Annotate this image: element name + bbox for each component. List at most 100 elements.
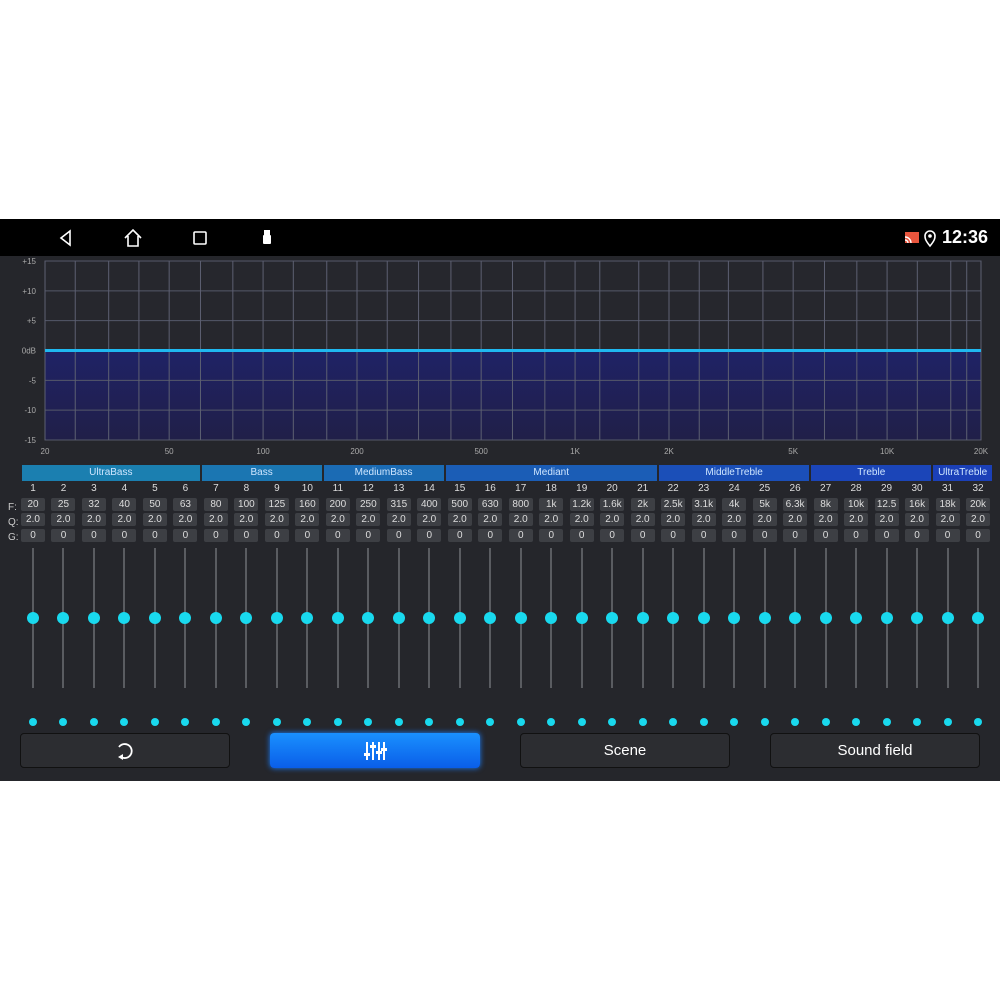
sound-field-button[interactable]: Sound field	[770, 733, 980, 768]
q-value[interactable]: 2.0	[630, 513, 655, 526]
q-value[interactable]: 2.0	[691, 513, 716, 526]
equalizer-button[interactable]	[270, 733, 480, 768]
gain-slider-thumb[interactable]	[758, 612, 771, 624]
q-value[interactable]: 2.0	[661, 513, 686, 526]
gain-slider-thumb[interactable]	[362, 612, 375, 624]
freq-value[interactable]: 32	[81, 498, 106, 511]
gain-value[interactable]: 0	[325, 529, 350, 542]
gain-slider-thumb[interactable]	[789, 612, 802, 624]
back-icon[interactable]	[56, 228, 76, 248]
gain-value[interactable]: 0	[630, 529, 655, 542]
gain-value[interactable]: 0	[661, 529, 686, 542]
q-value[interactable]: 2.0	[844, 513, 869, 526]
q-value[interactable]: 2.0	[752, 513, 777, 526]
q-value[interactable]: 2.0	[569, 513, 594, 526]
gain-value[interactable]: 0	[173, 529, 198, 542]
gain-value[interactable]: 0	[966, 529, 990, 542]
q-value[interactable]: 2.0	[966, 513, 990, 526]
freq-value[interactable]: 400	[417, 498, 442, 511]
q-value[interactable]: 2.0	[81, 513, 106, 526]
gain-value[interactable]: 0	[935, 529, 960, 542]
freq-value[interactable]: 160	[295, 498, 320, 511]
freq-value[interactable]: 12.5	[874, 498, 899, 511]
gain-slider-thumb[interactable]	[728, 612, 741, 624]
q-value[interactable]: 2.0	[478, 513, 503, 526]
gain-slider-thumb[interactable]	[911, 612, 924, 624]
gain-slider-thumb[interactable]	[87, 612, 100, 624]
gain-slider-thumb[interactable]	[819, 612, 832, 624]
freq-value[interactable]: 8k	[813, 498, 838, 511]
gain-slider-thumb[interactable]	[209, 612, 222, 624]
gain-value[interactable]: 0	[447, 529, 472, 542]
gain-slider-thumb[interactable]	[392, 612, 405, 624]
freq-value[interactable]: 20	[21, 498, 45, 511]
gain-value[interactable]: 0	[417, 529, 442, 542]
gain-value[interactable]: 0	[813, 529, 838, 542]
gain-value[interactable]: 0	[356, 529, 381, 542]
freq-value[interactable]: 1.6k	[600, 498, 625, 511]
gain-value[interactable]: 0	[203, 529, 228, 542]
scene-button[interactable]: Scene	[520, 733, 730, 768]
freq-value[interactable]: 25	[51, 498, 76, 511]
freq-value[interactable]: 125	[264, 498, 289, 511]
gain-value[interactable]: 0	[844, 529, 869, 542]
freq-value[interactable]: 6.3k	[783, 498, 808, 511]
gain-value[interactable]: 0	[264, 529, 289, 542]
q-value[interactable]: 2.0	[722, 513, 747, 526]
q-value[interactable]: 2.0	[325, 513, 350, 526]
q-value[interactable]: 2.0	[386, 513, 411, 526]
freq-value[interactable]: 5k	[752, 498, 777, 511]
gain-value[interactable]: 0	[508, 529, 533, 542]
freq-value[interactable]: 63	[173, 498, 198, 511]
freq-value[interactable]: 80	[203, 498, 228, 511]
q-value[interactable]: 2.0	[234, 513, 259, 526]
gain-value[interactable]: 0	[112, 529, 137, 542]
q-value[interactable]: 2.0	[264, 513, 289, 526]
gain-value[interactable]: 0	[783, 529, 808, 542]
freq-value[interactable]: 20k	[966, 498, 990, 511]
q-value[interactable]: 2.0	[295, 513, 320, 526]
gain-slider-thumb[interactable]	[941, 612, 954, 624]
q-value[interactable]: 2.0	[508, 513, 533, 526]
gain-slider-thumb[interactable]	[57, 612, 70, 624]
freq-value[interactable]: 1k	[539, 498, 564, 511]
freq-value[interactable]: 500	[447, 498, 472, 511]
gain-slider-thumb[interactable]	[301, 612, 314, 624]
freq-value[interactable]: 18k	[935, 498, 960, 511]
freq-value[interactable]: 10k	[844, 498, 869, 511]
gain-slider-thumb[interactable]	[697, 612, 710, 624]
gain-value[interactable]: 0	[234, 529, 259, 542]
gain-slider-thumb[interactable]	[118, 612, 131, 624]
gain-value[interactable]: 0	[600, 529, 625, 542]
gain-slider-thumb[interactable]	[453, 612, 466, 624]
freq-value[interactable]: 3.1k	[691, 498, 716, 511]
gain-slider-thumb[interactable]	[240, 612, 253, 624]
gain-value[interactable]: 0	[142, 529, 167, 542]
gain-value[interactable]: 0	[752, 529, 777, 542]
gain-slider-thumb[interactable]	[606, 612, 619, 624]
gain-slider-thumb[interactable]	[331, 612, 344, 624]
q-value[interactable]: 2.0	[874, 513, 899, 526]
gain-value[interactable]: 0	[81, 529, 106, 542]
freq-value[interactable]: 100	[234, 498, 259, 511]
gain-slider-thumb[interactable]	[148, 612, 161, 624]
gain-slider-thumb[interactable]	[636, 612, 649, 624]
gain-value[interactable]: 0	[386, 529, 411, 542]
q-value[interactable]: 2.0	[21, 513, 45, 526]
gain-value[interactable]: 0	[51, 529, 76, 542]
freq-value[interactable]: 1.2k	[569, 498, 594, 511]
gain-value[interactable]: 0	[722, 529, 747, 542]
gain-slider-thumb[interactable]	[270, 612, 283, 624]
gain-slider-thumb[interactable]	[850, 612, 863, 624]
q-value[interactable]: 2.0	[935, 513, 960, 526]
gain-value[interactable]: 0	[874, 529, 899, 542]
gain-slider-thumb[interactable]	[880, 612, 893, 624]
q-value[interactable]: 2.0	[142, 513, 167, 526]
gain-slider-thumb[interactable]	[27, 612, 39, 624]
freq-value[interactable]: 16k	[905, 498, 930, 511]
freq-value[interactable]: 200	[325, 498, 350, 511]
q-value[interactable]: 2.0	[417, 513, 442, 526]
q-value[interactable]: 2.0	[203, 513, 228, 526]
gain-slider-thumb[interactable]	[667, 612, 680, 624]
freq-value[interactable]: 4k	[722, 498, 747, 511]
